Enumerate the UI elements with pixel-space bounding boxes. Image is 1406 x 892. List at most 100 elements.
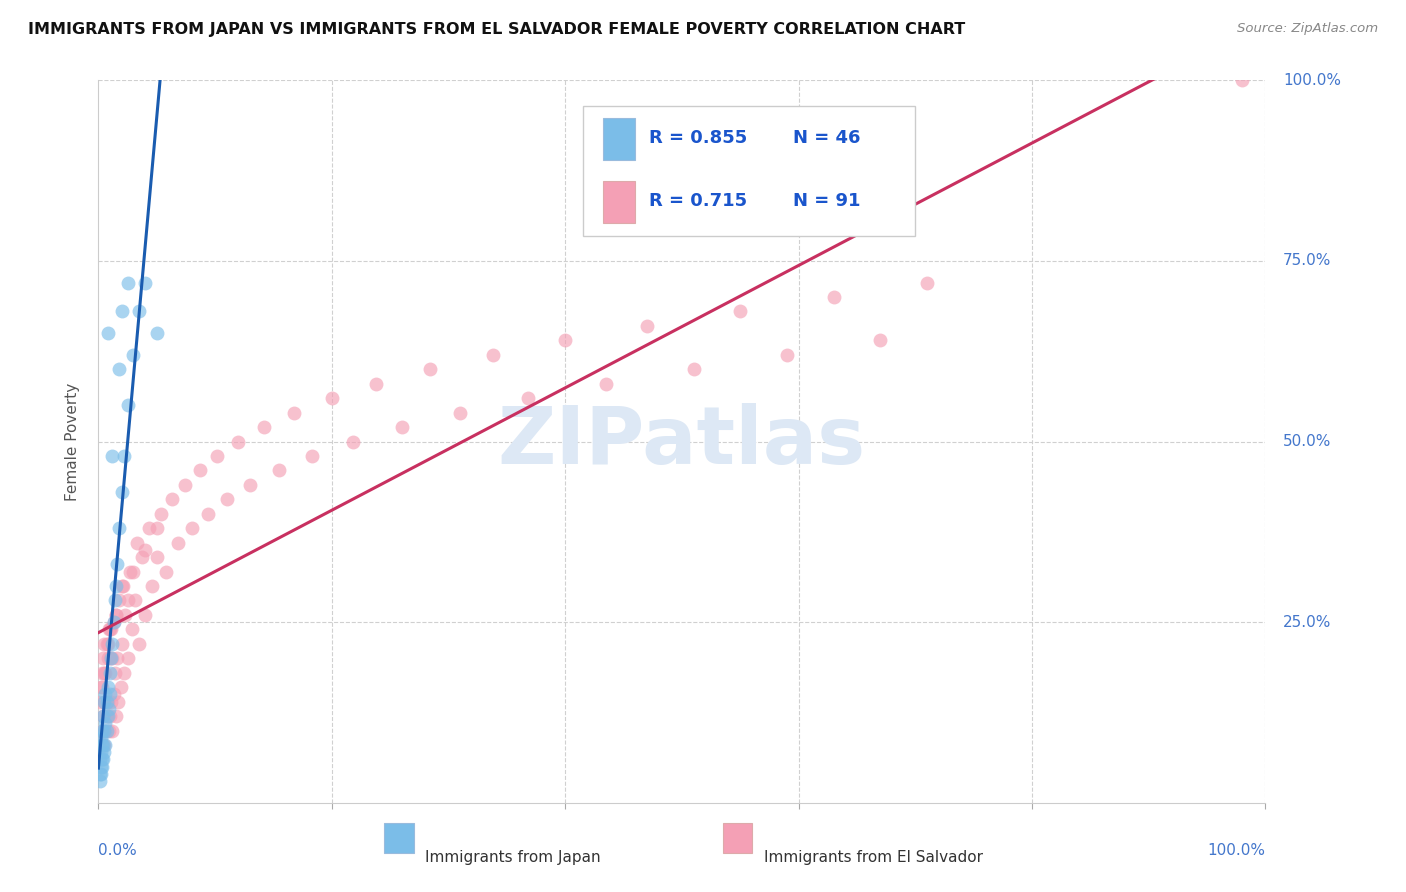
Text: 0.0%: 0.0% (98, 843, 138, 857)
Point (94, 738, 117, 752)
Point (98, 623, 121, 637)
Point (96, 695, 118, 709)
Point (90, 723, 112, 738)
Point (125, 535, 148, 549)
Point (90, 760, 112, 774)
Point (91, 709, 114, 723)
Point (93, 738, 115, 752)
Point (111, 485, 134, 500)
Point (91, 752, 114, 766)
Point (228, 434, 250, 449)
Point (391, 420, 413, 434)
Point (823, 290, 845, 304)
Point (107, 695, 129, 709)
Point (108, 362, 131, 376)
Point (121, 623, 143, 637)
Point (101, 651, 124, 665)
Point (122, 348, 145, 362)
Point (141, 579, 163, 593)
Point (112, 449, 135, 463)
Point (100, 651, 122, 665)
Point (104, 665, 127, 680)
Point (90, 723, 112, 738)
Point (449, 406, 471, 420)
Point (482, 348, 505, 362)
Point (104, 607, 127, 622)
Point (90, 752, 112, 766)
Text: IMMIGRANTS FROM JAPAN VS IMMIGRANTS FROM EL SALVADOR FEMALE POVERTY CORRELATION : IMMIGRANTS FROM JAPAN VS IMMIGRANTS FROM… (28, 22, 966, 37)
Point (97, 680, 120, 694)
Text: N = 46: N = 46 (793, 129, 860, 147)
Text: Source: ZipAtlas.com: Source: ZipAtlas.com (1237, 22, 1378, 36)
Point (131, 550, 153, 565)
Point (98, 709, 121, 723)
Point (97, 637, 120, 651)
Point (90, 745, 112, 759)
Point (101, 723, 124, 738)
Point (117, 398, 139, 412)
Point (166, 535, 188, 549)
Point (101, 637, 124, 651)
Point (283, 406, 305, 420)
Point (111, 579, 134, 593)
Point (321, 391, 343, 405)
Point (103, 615, 125, 630)
Point (112, 665, 135, 680)
Point (105, 651, 128, 665)
Point (188, 463, 211, 477)
Point (239, 478, 262, 492)
Point (104, 709, 127, 723)
Point (96, 723, 118, 738)
Point (89, 752, 111, 766)
Point (97, 723, 120, 738)
Point (128, 304, 150, 318)
Point (516, 391, 538, 405)
Point (146, 521, 169, 535)
Point (91, 651, 114, 665)
Point (117, 593, 139, 607)
Point (96, 709, 118, 723)
Point (114, 607, 136, 622)
Point (124, 593, 146, 607)
FancyBboxPatch shape (384, 823, 413, 854)
Point (97, 326, 120, 340)
Point (253, 420, 276, 434)
Text: ZIPatlas: ZIPatlas (498, 402, 866, 481)
Point (93, 723, 115, 738)
Point (90, 665, 112, 680)
Point (104, 607, 127, 622)
Point (207, 449, 229, 463)
FancyBboxPatch shape (582, 105, 915, 235)
Point (108, 593, 131, 607)
Point (869, 334, 891, 348)
Point (93, 695, 115, 709)
Point (105, 558, 128, 572)
Point (94, 716, 117, 731)
Point (108, 521, 131, 535)
Point (138, 521, 160, 535)
Point (89, 767, 111, 781)
Point (180, 521, 202, 535)
Point (146, 326, 169, 340)
Point (89, 695, 111, 709)
Point (91, 709, 114, 723)
Point (111, 304, 134, 318)
Point (155, 565, 177, 579)
Point (96, 637, 118, 651)
Point (128, 637, 150, 651)
Text: 100.0%: 100.0% (1282, 73, 1341, 87)
Point (342, 434, 364, 449)
Point (118, 565, 141, 579)
Point (90, 680, 112, 694)
Point (215, 492, 238, 507)
Point (146, 550, 169, 565)
Point (90, 767, 112, 781)
Point (93, 745, 115, 759)
Text: 25.0%: 25.0% (1282, 615, 1331, 630)
Point (94, 723, 117, 738)
Y-axis label: Female Poverty: Female Poverty (65, 383, 80, 500)
Point (110, 680, 132, 694)
Point (595, 376, 617, 391)
Point (93, 665, 115, 680)
Point (134, 276, 156, 290)
